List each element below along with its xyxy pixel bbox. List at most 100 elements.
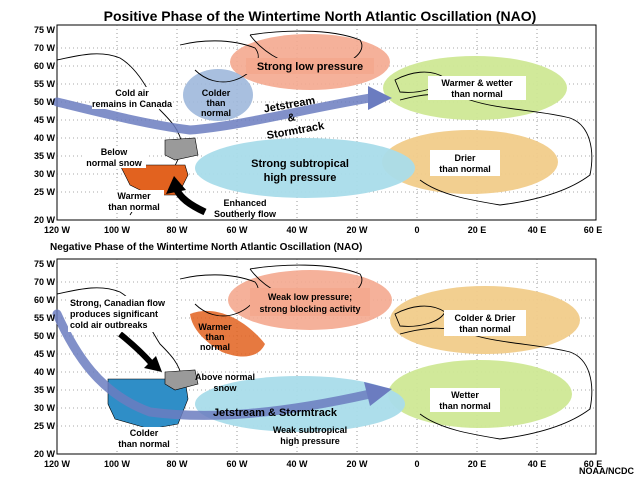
high-pressure-label-1: Strong subtropical [251, 158, 349, 170]
y-tick: 25 W [34, 421, 56, 431]
low-label-1: Weak low pressure; [268, 292, 352, 302]
map-panel-negative: Weak low pressure; strong blocking activ… [34, 258, 602, 469]
x-tick: 20 E [468, 225, 487, 235]
x-tick: 120 W [44, 225, 71, 235]
y-axis: 75 W 70 W 60 W 55 W 50 W 45 W 40 W 35 W … [34, 25, 56, 225]
southerly-flow-arrowhead [166, 176, 186, 194]
warm-canada-zone [190, 310, 265, 357]
eu-cold-label-2: than normal [459, 324, 511, 334]
colder-label-1: Colder [202, 88, 231, 98]
eu-wet-label-2: than normal [439, 401, 491, 411]
flow-label-1: Strong, Canadian flow [70, 298, 166, 308]
x-tick: 80 W [166, 459, 188, 469]
warmer-box [104, 190, 164, 212]
x-tick: 40 W [286, 459, 308, 469]
y-tick: 50 W [34, 97, 56, 107]
high-pressure-label-2: high pressure [280, 436, 340, 446]
x-tick: 40 E [528, 225, 547, 235]
y-tick: 20 W [34, 449, 56, 459]
x-axis: 120 W 100 W 80 W 60 W 40 W 20 W 0 20 E 4… [44, 459, 602, 469]
above-snow-label-1: Above normal [195, 372, 255, 382]
southerly-label-1: Enhanced [223, 198, 266, 208]
y-axis: 75 W 70 W 60 W 55 W 50 W 45 W 40 W 35 W … [34, 259, 56, 459]
above-snow-region [164, 369, 199, 391]
map-panel-positive: Strong low pressure Warmer & wetter than… [34, 24, 603, 235]
y-tick: 60 W [34, 61, 56, 71]
x-tick: 120 W [44, 459, 71, 469]
credit-label: NOAA/NCDC [579, 466, 634, 476]
below-snow-box [82, 146, 146, 168]
high-pressure-label-1: Weak subtropical [273, 425, 347, 435]
y-tick: 55 W [34, 313, 56, 323]
x-tick: 20 E [468, 459, 487, 469]
x-tick: 60 W [226, 225, 248, 235]
y-tick: 55 W [34, 79, 56, 89]
jetstream-label: Jetstream & Stormtrack [213, 407, 338, 419]
warmer-label-1: Warmer [198, 322, 232, 332]
y-tick: 60 W [34, 295, 56, 305]
below-snow-region [164, 137, 199, 161]
y-tick: 30 W [34, 403, 56, 413]
low-label-2: strong blocking activity [259, 304, 360, 314]
x-tick: 20 W [346, 459, 368, 469]
colder-label-2: than [207, 98, 226, 108]
eu-cold-box [444, 310, 526, 336]
title-positive: Positive Phase of the Wintertime North A… [103, 8, 537, 24]
x-tick: 0 [414, 225, 419, 235]
y-tick: 45 W [34, 349, 56, 359]
flow-label-2: produces significant [70, 309, 158, 319]
x-tick: 60 W [226, 459, 248, 469]
y-tick: 40 W [34, 133, 56, 143]
colder-label-1: Colder [130, 428, 159, 438]
above-snow-label-2: snow [213, 383, 237, 393]
cold-canada-label-2: remains in Canada [92, 99, 173, 109]
x-tick: 60 E [584, 225, 603, 235]
title-negative: Negative Phase of the Wintertime North A… [50, 242, 363, 253]
x-tick: 40 E [528, 459, 547, 469]
y-tick: 30 W [34, 169, 56, 179]
jetstream-arrowhead [368, 86, 392, 110]
low-label-box [246, 58, 374, 74]
x-tick: 100 W [104, 459, 131, 469]
cold-canada-label-1: Cold air [115, 88, 149, 98]
eu-dry-label-2: than normal [439, 164, 491, 174]
y-tick: 70 W [34, 277, 56, 287]
jetstream-arrowhead [364, 382, 392, 406]
eu-warm-label-2: than normal [451, 89, 503, 99]
y-tick: 75 W [34, 259, 56, 269]
y-tick: 35 W [34, 385, 56, 395]
y-tick: 70 W [34, 43, 56, 53]
colder-label-2: than normal [118, 439, 170, 449]
eu-wet-label-1: Wetter [451, 390, 479, 400]
warmer-label-3: normal [200, 342, 230, 352]
eu-warm-label-1: Warmer & wetter [441, 78, 513, 88]
x-tick: 40 W [286, 225, 308, 235]
eu-wet-box [430, 388, 500, 412]
eu-cold-label-1: Colder & Drier [454, 313, 516, 323]
warmer-label-2: than normal [108, 202, 160, 212]
flow-label-3: cold air outbreaks [70, 320, 148, 330]
y-tick: 25 W [34, 187, 56, 197]
cold-canada-zone [183, 69, 253, 121]
y-tick: 35 W [34, 151, 56, 161]
y-tick: 45 W [34, 115, 56, 125]
x-tick: 60 E [584, 459, 603, 469]
eu-dry-label-1: Drier [454, 153, 476, 163]
cold-canada-box [92, 87, 172, 109]
canadian-flow-arrowhead [144, 356, 162, 372]
jetstream-arrow [52, 309, 375, 420]
warmer-label-2: than [206, 332, 225, 342]
y-tick: 20 W [34, 215, 56, 225]
y-tick: 75 W [34, 25, 56, 35]
jetstream-arrow [52, 93, 375, 135]
x-tick: 80 W [166, 225, 188, 235]
eu-warm-box [428, 76, 526, 100]
x-tick: 0 [414, 459, 419, 469]
y-tick: 50 W [34, 331, 56, 341]
warmer-label-1: Warmer [117, 191, 151, 201]
jetstream-label-2: & [287, 111, 297, 124]
flow-box [68, 296, 174, 332]
y-tick: 40 W [34, 367, 56, 377]
southerly-label-2: Southerly flow [214, 209, 277, 219]
eu-dry-box [430, 150, 500, 176]
